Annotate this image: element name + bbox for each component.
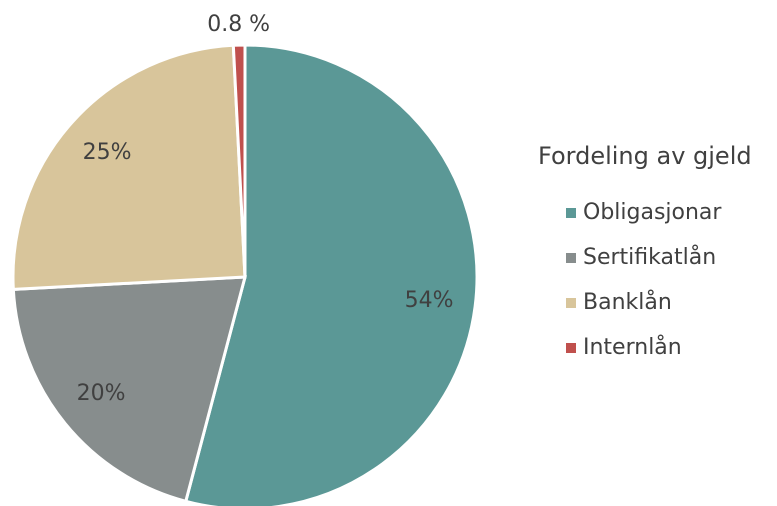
pie-slice bbox=[11, 275, 247, 504]
data-label: 25% bbox=[83, 140, 132, 165]
pie-slice bbox=[183, 43, 479, 506]
legend-label: Banklån bbox=[583, 289, 672, 315]
legend-label: Internlån bbox=[583, 334, 682, 360]
data-label: 20% bbox=[77, 381, 126, 406]
pie-slice bbox=[11, 43, 247, 291]
legend-marker bbox=[566, 253, 576, 263]
legend-title: Fordeling av gjeld bbox=[538, 142, 752, 170]
data-label: 54% bbox=[405, 288, 454, 313]
legend-marker bbox=[566, 298, 576, 308]
legend-marker bbox=[566, 343, 576, 353]
pie-slice bbox=[231, 43, 247, 278]
data-label: 0.8 % bbox=[207, 12, 270, 37]
legend-label: Sertifikatlån bbox=[583, 244, 716, 270]
legend-label: Obligasjonar bbox=[583, 200, 722, 225]
legend-marker bbox=[566, 208, 576, 218]
